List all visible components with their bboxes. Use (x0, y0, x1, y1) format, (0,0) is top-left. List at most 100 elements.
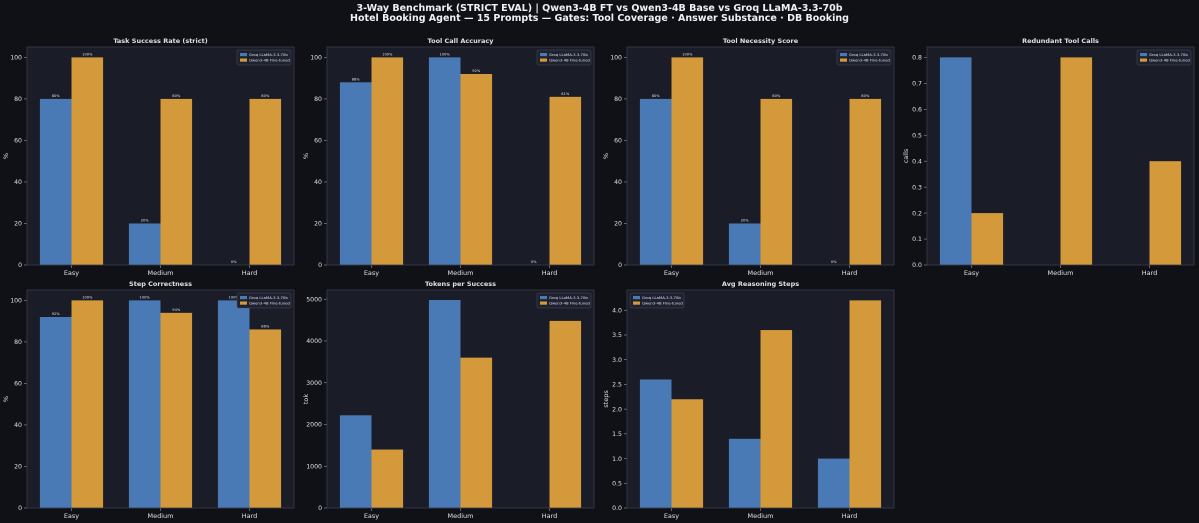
y-tick-label: 2000 (306, 422, 322, 429)
legend-swatch (540, 53, 547, 57)
chart-title: Avg Reasoning Steps (722, 280, 799, 288)
y-axis-label: % (302, 153, 310, 159)
legend-entry: Groq LLaMA-3.3-70b (249, 295, 288, 300)
bar (371, 57, 404, 265)
legend-swatch (1140, 53, 1147, 57)
bar-data-label: 100% (82, 52, 93, 56)
legend-swatch (540, 296, 547, 300)
y-tick-label: 0.5 (612, 480, 622, 487)
bar (728, 438, 761, 508)
bar (160, 98, 193, 266)
y-tick-label: 0.3 (912, 184, 922, 191)
legend-entry: Qwen3-4B Fine-tuned (849, 58, 891, 63)
legend-swatch (633, 296, 640, 300)
y-tick-label: 2.5 (612, 382, 622, 389)
chart-title: Task Success Rate (strict) (113, 37, 207, 45)
x-tick-label: Hard (842, 512, 858, 520)
x-tick-label: Medium (1048, 269, 1074, 277)
bar (71, 57, 104, 265)
y-tick-label: 3.5 (612, 332, 622, 339)
bar-data-label: 0% (531, 260, 537, 264)
y-tick-label: 3000 (306, 380, 322, 387)
axes-frame (326, 289, 595, 509)
x-tick-label: Easy (64, 512, 79, 520)
chart-panel-2: Tool Call Accuracy 0 20 40 60 80 100% 88% 100% Ea… (302, 37, 595, 277)
bar (671, 399, 704, 508)
bar-data-label: 100% (382, 52, 393, 56)
chart-panel-3: Tool Necessity Score 0 20 40 60 80 100% 80% 100%… (602, 37, 895, 277)
bar (160, 312, 193, 508)
x-tick-label: Easy (364, 512, 379, 520)
legend-entry: Groq LLaMA-3.3-70b (849, 52, 888, 57)
x-tick-label: Hard (842, 269, 858, 277)
axes-frame (26, 289, 295, 509)
axes-frame (26, 46, 295, 266)
bar (371, 449, 404, 508)
legend-entry: Groq LLaMA-3.3-70b (1149, 52, 1188, 57)
bar (71, 300, 104, 508)
legend-swatch (840, 53, 847, 57)
legend-entry: Qwen3-4B Fine-tuned (249, 58, 291, 63)
y-tick-label: 80 (314, 96, 322, 103)
bar-data-label: 80% (261, 94, 270, 98)
x-tick-label: Medium (748, 512, 774, 520)
bar-data-label: 0% (231, 260, 237, 264)
bar-data-label: 80% (652, 94, 661, 98)
bar (339, 415, 372, 508)
legend-entry: Qwen3-4B Fine-tuned (549, 301, 591, 306)
y-tick-label: 60 (614, 138, 622, 145)
bar-data-label: 0% (831, 260, 837, 264)
chart-title: Redundant Tool Calls (1022, 37, 1099, 45)
bar-data-label: 100% (229, 295, 240, 299)
y-axis-label: calls (902, 148, 910, 163)
bar (760, 330, 793, 508)
y-tick-label: 3.0 (612, 357, 622, 364)
y-tick-label: 0.2 (912, 210, 922, 217)
x-tick-label: Hard (542, 512, 558, 520)
y-tick-label: 20 (14, 221, 22, 228)
axes-frame (626, 46, 895, 266)
bar-data-label: 94% (172, 308, 181, 312)
bar (428, 57, 461, 265)
chart-panel-1: Task Success Rate (strict) 0 20 40 60 80 100% 8… (2, 37, 295, 277)
y-tick-label: 0.4 (912, 158, 922, 165)
bar-data-label: 80% (861, 94, 870, 98)
chart-title: Step Correctness (129, 280, 192, 288)
bar-data-label: 100% (440, 52, 451, 56)
y-tick-label: 100 (310, 55, 322, 62)
bar (39, 316, 72, 508)
legend-box (236, 292, 292, 309)
x-tick-label: Hard (542, 269, 558, 277)
y-tick-label: 0.7 (912, 81, 922, 88)
bar (639, 379, 672, 508)
x-tick-label: Medium (448, 269, 474, 277)
y-axis-label: steps (602, 390, 610, 408)
y-tick-label: 60 (14, 381, 22, 388)
bar (128, 223, 161, 265)
chart-panel-6: Tokens per Success 0 1000 2000 3000 4000 5000 t… (302, 280, 595, 520)
legend-box (536, 292, 592, 309)
y-axis-label: tok (302, 394, 310, 405)
legend-entry: Groq LLaMA-3.3-70b (642, 295, 681, 300)
x-tick-label: Medium (448, 512, 474, 520)
x-tick-label: Hard (1142, 269, 1158, 277)
y-tick-label: 0 (618, 262, 622, 269)
y-tick-label: 0.5 (912, 132, 922, 139)
y-tick-label: 0.1 (912, 236, 922, 243)
bar-data-label: 20% (741, 218, 750, 222)
bar-data-label: 80% (772, 94, 781, 98)
bar-data-label: 86% (261, 324, 270, 328)
y-axis-label: % (602, 153, 610, 159)
bar (849, 98, 882, 266)
bar (128, 300, 161, 508)
bar (939, 57, 972, 265)
bar (249, 329, 282, 508)
y-tick-label: 100 (10, 298, 22, 305)
bar (339, 82, 372, 266)
x-tick-label: Easy (964, 269, 979, 277)
y-tick-label: 0.8 (912, 55, 922, 62)
